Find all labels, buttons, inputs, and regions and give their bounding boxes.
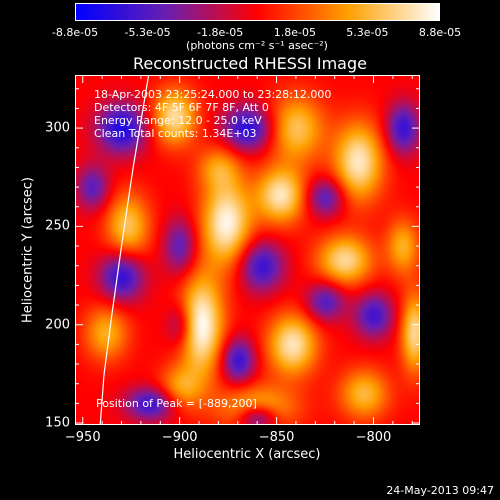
colorbar-tick-label: -8.8e-05	[51, 26, 99, 39]
observation-info: 18-Apr-2003 23:25:24.000 to 23:28:12.000…	[94, 88, 331, 140]
solar-limb-line	[99, 75, 150, 425]
y-tick-label: 300	[45, 120, 70, 136]
info-clean-counts: Clean Total counts: 1.34E+03	[94, 127, 257, 140]
colorbar-unit-label: (photons cm⁻² s⁻¹ asec⁻²)	[186, 39, 328, 52]
x-tick-label: −850	[258, 430, 295, 445]
x-tick-label: −950	[64, 430, 101, 445]
colorbar-tick-label: -5.3e-05	[124, 26, 171, 39]
chart-title: Reconstructed RHESSI Image	[133, 54, 367, 73]
plot-overlay	[75, 75, 420, 425]
colorbar-tick-label: -1.8e-05	[197, 26, 244, 39]
x-tick-label: −900	[161, 430, 198, 445]
info-time-range: 18-Apr-2003 23:25:24.000 to 23:28:12.000	[94, 88, 332, 101]
colorbar	[75, 3, 440, 21]
heatmap-image	[75, 75, 420, 425]
y-axis-label: Heliocentric Y (arcsec)	[20, 177, 36, 323]
y-tick-label: 250	[45, 218, 70, 234]
info-detectors: Detectors: 4F 5F 6F 7F 8F, Att 0	[94, 101, 269, 114]
colorbar-tick-label: 5.3e-05	[346, 26, 389, 39]
y-tick-label: 200	[45, 317, 70, 333]
render-date: 24-May-2013 09:47	[386, 484, 494, 497]
colorbar-tick-label: 8.8e-05	[418, 26, 462, 39]
x-tick-label: −800	[355, 430, 392, 445]
colorbar-tick-label: 1.8e-05	[273, 26, 316, 39]
y-tick-label: 150	[45, 415, 70, 431]
x-axis-label: Heliocentric X (arcsec)	[173, 447, 321, 462]
info-energy-range: Energy Range: 12.0 - 25.0 keV	[94, 114, 262, 127]
peak-position-label: Position of Peak = [-889,200]	[96, 397, 257, 410]
plot-frame	[75, 75, 420, 425]
